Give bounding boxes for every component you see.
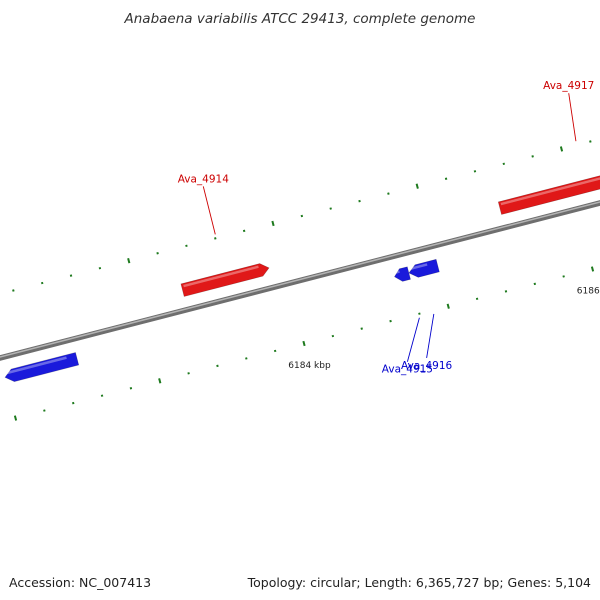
feature-shine: [500, 157, 600, 206]
upper-ruler-tick: [127, 258, 131, 264]
leader-ava-4915: [406, 317, 420, 362]
gene-label-ava-4916: Ava_4916: [401, 360, 453, 372]
upper-ruler-tick: [387, 192, 390, 195]
upper-ruler-tick: [271, 220, 275, 227]
upper-ruler-tick: [214, 237, 217, 240]
upper-ruler-tick: [12, 289, 15, 292]
lower-ruler-tick: [331, 334, 335, 338]
upper-ruler-tick: [444, 177, 448, 180]
upper-ruler-tick: [242, 229, 246, 233]
lower-ruler-tick: [43, 409, 46, 412]
gene-label-ava-4917: Ava_4917: [543, 80, 594, 92]
gene-label-ava-4915: Ava_4915: [382, 364, 433, 376]
feature-body: [497, 155, 600, 215]
leader-ava-4917: [568, 93, 577, 142]
gene-labels: Ava_4914Ava_4917Ava_4920Ava_4921Ava_4923…: [178, 80, 595, 376]
gene-ava-4914: [180, 263, 270, 297]
lower-ruler-tick: [129, 387, 133, 390]
lower-ruler-tick: [13, 415, 18, 421]
leader-ava-4916: [426, 313, 435, 359]
upper-ruler-tick: [69, 274, 73, 277]
genome-backbone: [0, 200, 600, 361]
upper-ruler-tick: [589, 140, 592, 143]
gene-label-ava-4914: Ava_4914: [178, 173, 230, 185]
backbone-line: [0, 200, 600, 361]
lower-ruler-tick: [71, 401, 75, 405]
figure-title: Anabaena variabilis ATCC 29413, complete…: [124, 11, 476, 27]
gene-features: [4, 155, 600, 382]
lower-ruler-tick: [475, 297, 479, 301]
accession-text: Accession: NC_007413: [9, 575, 151, 590]
feature-body: [180, 263, 270, 297]
lower-ruler-tick: [187, 372, 190, 375]
feature-shine: [5, 356, 67, 375]
upper-ruler-tick: [502, 162, 506, 166]
upper-ruler-tick: [300, 214, 304, 218]
tick-label-6186: 6186 kbp: [577, 286, 600, 296]
feature-shine: [409, 263, 428, 271]
genome-summary-text: Topology: circular; Length: 6,365,727 bp…: [247, 575, 591, 590]
upper-ruler-tick: [98, 266, 102, 270]
lower-ruler-tick: [360, 327, 363, 330]
upper-ruler-tick: [185, 244, 188, 248]
lower-ruler-tick: [562, 275, 565, 278]
gene-ava-4915: [394, 266, 411, 282]
upper-ruler-tick: [531, 155, 534, 158]
feature-body: [4, 352, 80, 382]
gene-ava-4917: [497, 155, 600, 215]
lower-ruler-tick: [590, 266, 595, 272]
lower-ruler-tick: [302, 340, 306, 347]
feature-body: [394, 266, 411, 282]
upper-ruler-tick: [156, 252, 159, 255]
tick-label-6184: 6184 kbp: [288, 361, 331, 371]
feature-0: [4, 352, 80, 382]
feature-shine: [395, 270, 400, 274]
backbone-highlight: [0, 201, 600, 358]
upper-ruler-tick: [40, 281, 44, 285]
upper-ruler-tick: [473, 170, 477, 173]
lower-ruler-tick: [418, 312, 421, 315]
upper-ruler-tick: [415, 183, 419, 189]
lower-ruler-tick: [100, 394, 104, 397]
lower-ruler-tick: [389, 319, 392, 323]
lower-ruler-tick: [158, 378, 162, 384]
upper-ruler-tick: [559, 146, 564, 152]
lower-ruler-tick: [216, 364, 219, 368]
feature-shine: [183, 265, 259, 288]
gene-ava-4916: [408, 258, 440, 278]
lower-ruler-tick: [446, 303, 450, 309]
lower-ruler-tick: [245, 357, 248, 360]
lower-ruler-tick: [273, 349, 277, 353]
upper-ruler-tick: [358, 199, 361, 203]
upper-ruler-tick: [329, 207, 332, 210]
leader-ava-4914: [202, 186, 216, 235]
lower-ruler-tick: [504, 290, 508, 293]
lower-ruler-tick: [533, 282, 537, 286]
feature-body: [408, 258, 440, 278]
